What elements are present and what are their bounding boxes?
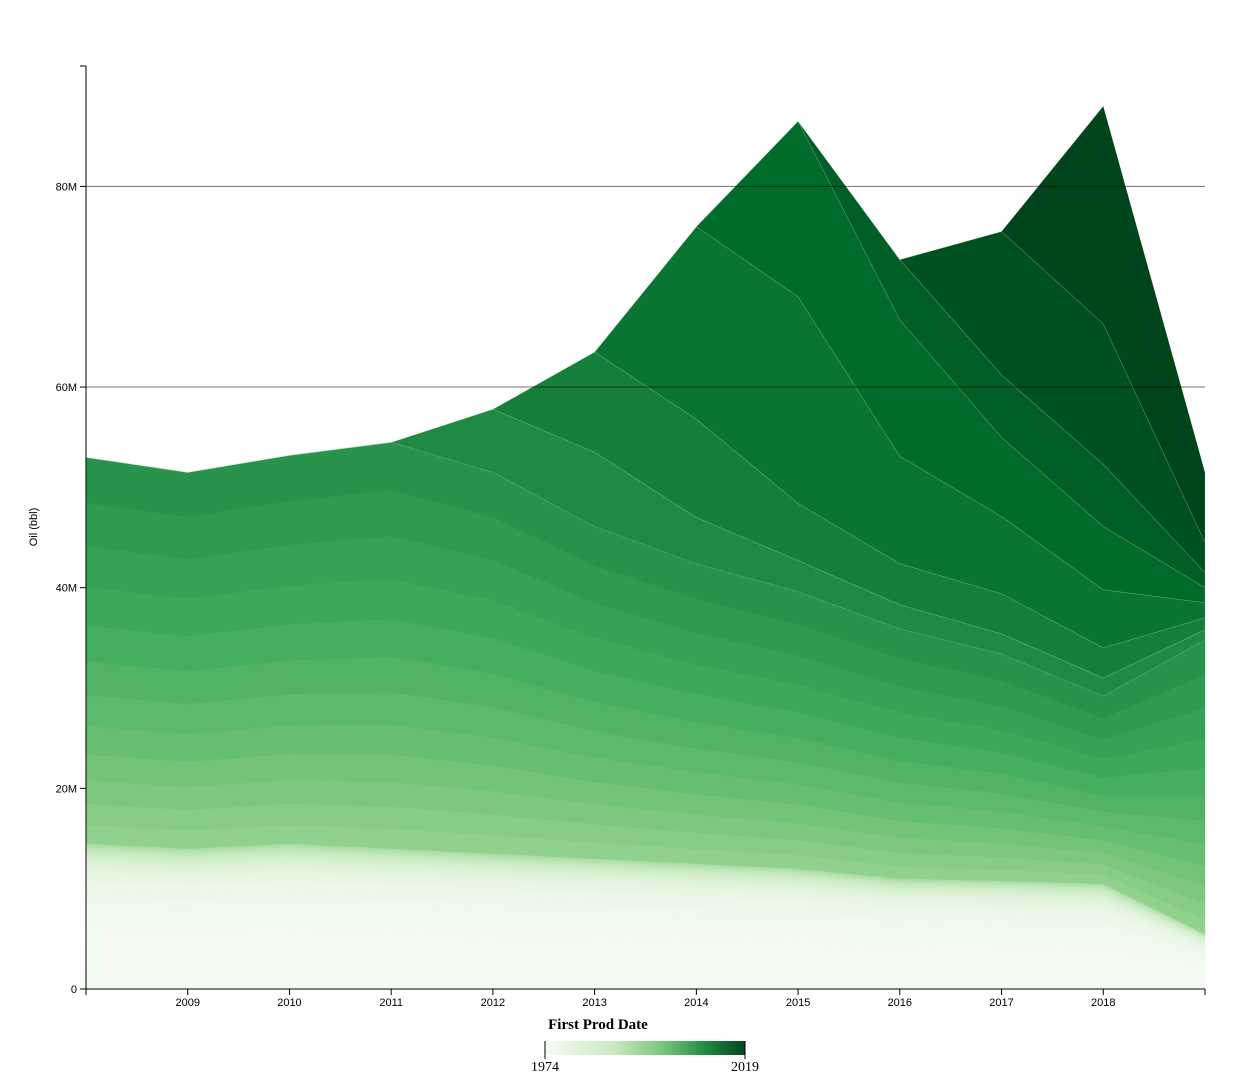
y-axis-title: Oil (bbl) xyxy=(28,508,40,547)
area-layer-2014 xyxy=(85,226,1206,649)
x-tick-label: 2011 xyxy=(379,997,403,1009)
area-layer-2015 xyxy=(85,120,1206,604)
area-layer-2012 xyxy=(85,408,1206,697)
grid-lines xyxy=(86,185,1205,388)
x-axis-title: First Prod Date xyxy=(548,1017,648,1033)
x-tick-label: 2012 xyxy=(481,997,505,1009)
x-tick-label: 2014 xyxy=(684,997,708,1009)
x-tick-label: 2018 xyxy=(1091,997,1115,1009)
y-tick-label: 40M xyxy=(56,583,77,595)
x-axis-ticks: 2009 2010 2011 2012 2013 2014 2015 2016 2017 2018 xyxy=(175,989,1116,1009)
y-axis-ticks: 0 20M 40M 60M 80M xyxy=(56,181,86,996)
legend-max-label: 2019 xyxy=(731,1060,759,1075)
y-tick-label: 20M xyxy=(56,783,77,795)
legend-color-ramp xyxy=(545,1041,745,1055)
y-tick-label: 0 xyxy=(71,984,77,996)
x-tick-label: 2009 xyxy=(175,997,199,1009)
x-tick-label: 2010 xyxy=(277,997,301,1009)
area-layers xyxy=(85,105,1206,990)
area-layer-2018 xyxy=(85,105,1206,543)
area-layer-2011 xyxy=(85,442,1206,719)
color-legend: 1974 2019 xyxy=(531,1041,759,1075)
y-tick-label: 60M xyxy=(56,382,77,394)
area-layer-2017 xyxy=(85,120,1206,574)
x-tick-label: 2017 xyxy=(989,997,1013,1009)
legend-min-label: 1974 xyxy=(531,1060,559,1075)
x-tick-label: 2015 xyxy=(786,997,810,1009)
area-layer-2013 xyxy=(85,351,1206,679)
x-tick-label: 2013 xyxy=(582,997,606,1009)
x-tick-label: 2016 xyxy=(888,997,912,1009)
area-layer-2016 xyxy=(85,120,1206,589)
y-tick-label: 80M xyxy=(56,181,77,193)
